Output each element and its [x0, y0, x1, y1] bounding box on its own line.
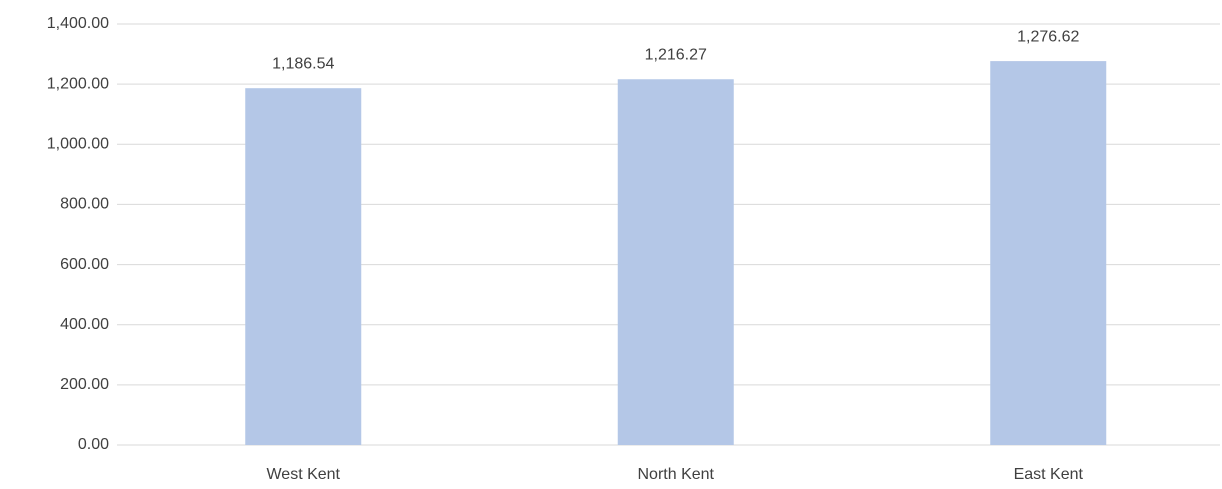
y-tick-label: 200.00	[60, 376, 109, 393]
data-label: 1,276.62	[1017, 28, 1079, 45]
x-tick-label: North Kent	[638, 466, 715, 483]
y-tick-label: 1,200.00	[47, 75, 109, 92]
y-tick-label: 600.00	[60, 256, 109, 273]
y-tick-label: 1,400.00	[47, 15, 109, 32]
y-tick-label: 1,000.00	[47, 136, 109, 153]
data-label: 1,216.27	[645, 46, 707, 63]
data-label: 1,186.54	[272, 55, 334, 72]
y-tick-label: 400.00	[60, 316, 109, 333]
bar	[990, 61, 1107, 446]
x-tick-label: West Kent	[266, 466, 340, 483]
y-tick-label: 800.00	[60, 196, 109, 213]
y-tick-label: 0.00	[78, 436, 109, 453]
x-tick-label: East Kent	[1014, 466, 1084, 483]
bar	[617, 79, 734, 445]
bar	[245, 88, 362, 446]
